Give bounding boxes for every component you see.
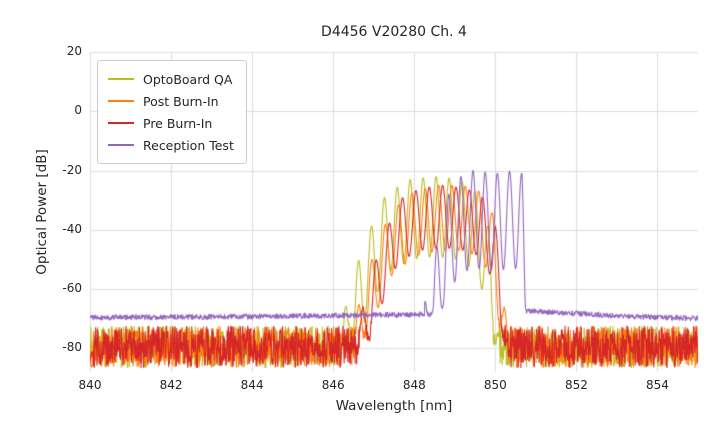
legend-line-swatch [108,144,134,146]
x-tick-label: 844 [240,378,264,392]
legend: OptoBoard QA Post Burn-In Pre Burn-In Recep… [97,60,247,164]
y-tick-label: -20 [62,162,82,177]
x-tick-label: 854 [646,378,669,392]
x-tick-label: 850 [483,378,507,392]
x-tick-label: 846 [321,378,345,392]
legend-label: OptoBoard QA [143,71,233,87]
legend-label: Post Burn-In [143,93,219,109]
x-axis-label: Wavelength [nm] [335,398,453,414]
x-tick-label: 842 [159,378,183,392]
legend-item: Post Burn-In [108,90,234,112]
legend-item: Reception Test [108,134,234,156]
y-tick-label: 0 [74,103,82,118]
legend-line-swatch [108,122,134,124]
y-tick-label: -60 [62,281,82,296]
legend-label: Pre Burn-In [143,115,213,131]
legend-item: OptoBoard QA [108,68,234,90]
x-tick-label: 840 [78,378,102,392]
y-tick-label: 20 [66,44,82,58]
y-tick-label: -80 [62,340,82,355]
legend-line-swatch [108,100,134,102]
legend-line-swatch [108,78,134,80]
legend-item: Pre Burn-In [108,112,234,134]
y-tick-label: -40 [62,221,82,236]
x-tick-label: 852 [564,378,588,392]
legend-label: Reception Test [143,137,234,153]
chart-title: D4456 V20280 Ch. 4 [321,24,467,40]
x-tick-label: 848 [402,378,426,392]
